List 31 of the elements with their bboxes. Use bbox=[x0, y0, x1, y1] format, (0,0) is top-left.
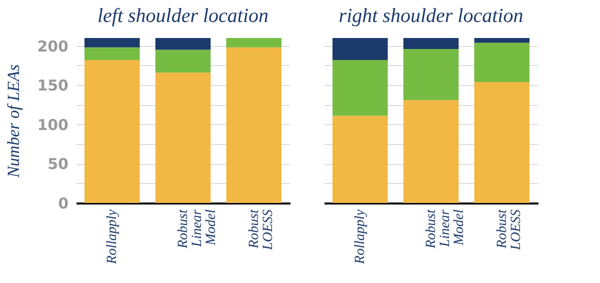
y-axis-title: Number of LEAs bbox=[4, 64, 24, 179]
x-tick-label: Rollapply bbox=[105, 208, 120, 265]
bar bbox=[474, 82, 530, 203]
y-tick-label: 100 bbox=[37, 116, 68, 134]
chart-title: right shoulder location bbox=[338, 5, 524, 27]
bar bbox=[403, 49, 459, 100]
y-tick-label: 0 bbox=[58, 194, 68, 212]
bar bbox=[474, 42, 530, 82]
x-tick-label: Rollapply bbox=[353, 208, 368, 265]
bar bbox=[84, 60, 140, 203]
bar bbox=[226, 47, 282, 203]
x-tick-label: Robust LOESS bbox=[494, 208, 524, 251]
bar bbox=[84, 47, 140, 60]
bar bbox=[155, 50, 211, 73]
bar bbox=[332, 38, 388, 60]
x-tick-label: Robust Linear Model bbox=[176, 208, 219, 250]
bar bbox=[403, 38, 459, 49]
x-tick-label: Robust LOESS bbox=[246, 208, 276, 251]
bar bbox=[155, 72, 211, 203]
bar bbox=[474, 38, 530, 43]
y-tick-label: 200 bbox=[37, 37, 68, 56]
y-tick-label: 150 bbox=[37, 76, 68, 95]
bar bbox=[84, 38, 140, 48]
bar bbox=[155, 38, 211, 50]
x-tick-label: Robust Linear Model bbox=[424, 208, 467, 250]
chart-title: left shoulder location bbox=[97, 5, 269, 27]
bar bbox=[226, 38, 282, 48]
bar bbox=[332, 116, 388, 203]
bar bbox=[332, 60, 388, 116]
bar bbox=[403, 100, 459, 203]
y-tick-label: 50 bbox=[48, 155, 68, 174]
